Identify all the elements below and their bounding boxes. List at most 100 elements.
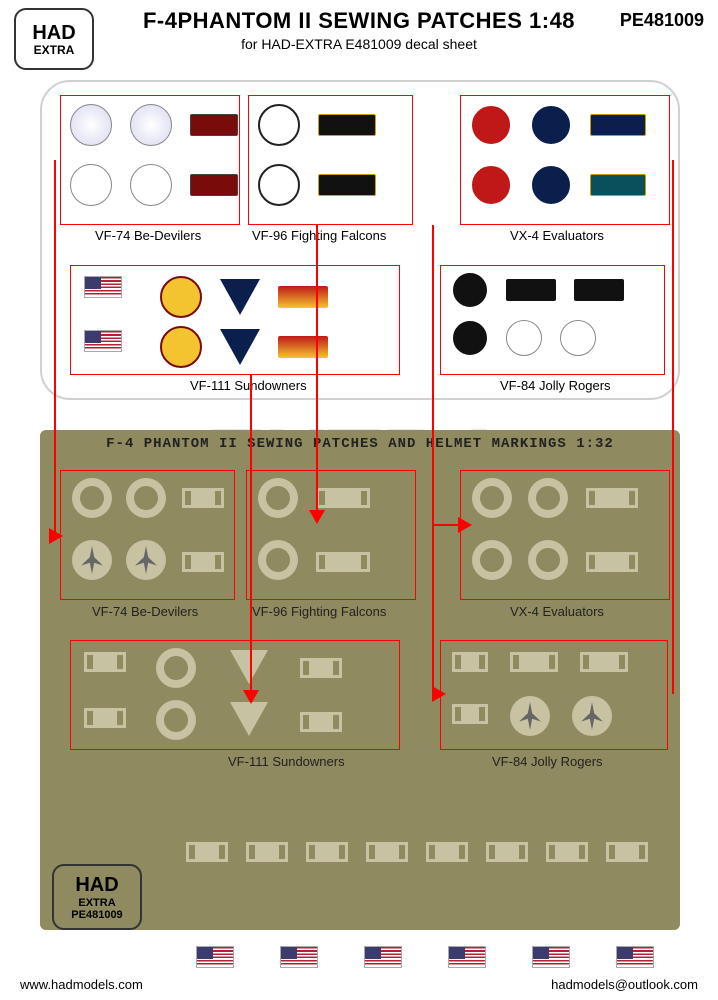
ghost-flag xyxy=(186,842,228,862)
ghost-rect xyxy=(580,652,628,672)
ghost-circle xyxy=(528,540,568,580)
panel-logo-top: HAD xyxy=(75,874,118,897)
sku-label: PE481009 xyxy=(620,10,704,31)
ghost-flag xyxy=(606,842,648,862)
arrow-head xyxy=(458,517,472,533)
ghost-rect xyxy=(452,652,488,672)
patch-vf96-tag2 xyxy=(318,174,376,196)
vf111-row2 xyxy=(160,326,328,368)
patch-vf111-a xyxy=(160,276,202,318)
patch-vf84-skull2 xyxy=(452,320,488,356)
label-vf74-bot: VF-74 Be-Devilers xyxy=(92,604,198,619)
page-subtitle: for HAD-EXTRA E481009 decal sheet xyxy=(14,36,704,52)
panel-logo-mid: EXTRA xyxy=(78,897,115,909)
ghost-rect xyxy=(300,658,342,678)
patch-vf74-tag2 xyxy=(190,174,238,196)
instruction-sheet: EXTRA PE481009 HAD EXTRA F-4PHANTOM II S… xyxy=(0,0,718,1000)
ghost-rect xyxy=(316,488,370,508)
ghost-circle xyxy=(472,478,512,518)
patch-vx4-b xyxy=(530,104,572,146)
patch-vf74-d xyxy=(130,164,172,206)
ghost-flag xyxy=(546,842,588,862)
panel-logo-sku: PE481009 xyxy=(71,909,122,921)
arrow-line xyxy=(316,225,318,515)
ghost-flag xyxy=(486,842,528,862)
ghost-triangle xyxy=(230,702,268,736)
ghost-circle xyxy=(528,478,568,518)
ghost-rect xyxy=(84,708,126,728)
label-vf84-bot: VF-84 Jolly Rogers xyxy=(492,754,603,769)
vf84-row1 xyxy=(452,272,624,308)
ghost-rect xyxy=(300,712,342,732)
ghost-flag xyxy=(366,842,408,862)
ghost-rect xyxy=(586,552,638,572)
ghost-circle xyxy=(258,540,298,580)
ghost-flag xyxy=(426,842,468,862)
patch-vf111-b xyxy=(160,326,202,368)
patch-vf111-tri2 xyxy=(220,329,260,365)
arrow-head xyxy=(432,686,446,702)
label-vx4-bot: VX-4 Evaluators xyxy=(510,604,604,619)
patch-vf96-tag xyxy=(318,114,376,136)
patch-vx4-tag2 xyxy=(590,174,646,196)
us-flag-deco xyxy=(196,946,234,968)
us-flag-deco xyxy=(532,946,570,968)
patch-vf84-tag xyxy=(506,279,556,301)
patch-vf84-jet2 xyxy=(560,320,596,356)
us-flag-deco xyxy=(448,946,486,968)
vf84-row2 xyxy=(452,320,596,356)
brand-top: HAD xyxy=(32,22,75,45)
vx4-row2 xyxy=(470,164,646,206)
arrow-line xyxy=(250,375,252,695)
patch-vf84-skull xyxy=(452,272,488,308)
us-flag-deco xyxy=(616,946,654,968)
arrow-head xyxy=(49,528,63,544)
label-vx4-top: VX-4 Evaluators xyxy=(510,228,604,243)
arrow-head xyxy=(243,690,259,704)
patch-vx4-a xyxy=(470,104,512,146)
ghost-circle xyxy=(258,478,298,518)
ghost-circle xyxy=(156,648,196,688)
panel-title: F-4 PHANTOM II SEWING PATCHES AND HELMET… xyxy=(40,430,680,452)
ghost-circle xyxy=(126,540,166,580)
label-vf111-bot: VF-111 Sundowners xyxy=(228,754,345,769)
ghost-rect xyxy=(182,552,224,572)
patch-vx4-c xyxy=(470,164,512,206)
arrow-line xyxy=(672,160,674,694)
patch-vf74-tag xyxy=(190,114,238,136)
label-vf96-top: VF-96 Fighting Falcons xyxy=(252,228,386,243)
ghost-circle xyxy=(72,540,112,580)
footer: www.hadmodels.com hadmodels@outlook.com xyxy=(0,977,718,992)
ghost-rect xyxy=(182,488,224,508)
vf96-row1 xyxy=(258,104,376,146)
page-title: F-4PHANTOM II SEWING PATCHES 1:48 xyxy=(14,8,704,34)
brand-bottom: EXTRA xyxy=(34,43,75,57)
ghost-rect xyxy=(452,704,488,724)
label-vf96-bot: VF-96 Fighting Falcons xyxy=(252,604,386,619)
arrow-head xyxy=(309,510,325,524)
ghost-flag xyxy=(306,842,348,862)
ghost-circle xyxy=(572,696,612,736)
brand-logo: HAD EXTRA xyxy=(14,8,94,70)
ghost-rect xyxy=(510,652,558,672)
vf74-row2 xyxy=(70,164,238,206)
patch-vf96-a xyxy=(258,104,300,146)
us-flag-2 xyxy=(84,330,122,352)
ghost-triangle xyxy=(230,650,268,684)
footer-url: www.hadmodels.com xyxy=(20,977,143,992)
patch-vf111-sun xyxy=(278,286,328,308)
ghost-rect xyxy=(586,488,638,508)
ghost-circle xyxy=(126,478,166,518)
header: HAD EXTRA F-4PHANTOM II SEWING PATCHES 1… xyxy=(0,8,718,52)
arrow-line xyxy=(432,375,434,695)
panel-logo: HAD EXTRA PE481009 xyxy=(52,864,142,930)
vf96-row2 xyxy=(258,164,376,206)
us-flag-1 xyxy=(84,276,122,298)
patch-vf84-tag2 xyxy=(574,279,624,301)
patch-vf84-jet xyxy=(506,320,542,356)
patch-vx4-tag xyxy=(590,114,646,136)
label-vf74-top: VF-74 Be-Devilers xyxy=(95,228,201,243)
vx4-row1 xyxy=(470,104,646,146)
vf74-row1 xyxy=(70,104,238,146)
ghost-circle xyxy=(472,540,512,580)
